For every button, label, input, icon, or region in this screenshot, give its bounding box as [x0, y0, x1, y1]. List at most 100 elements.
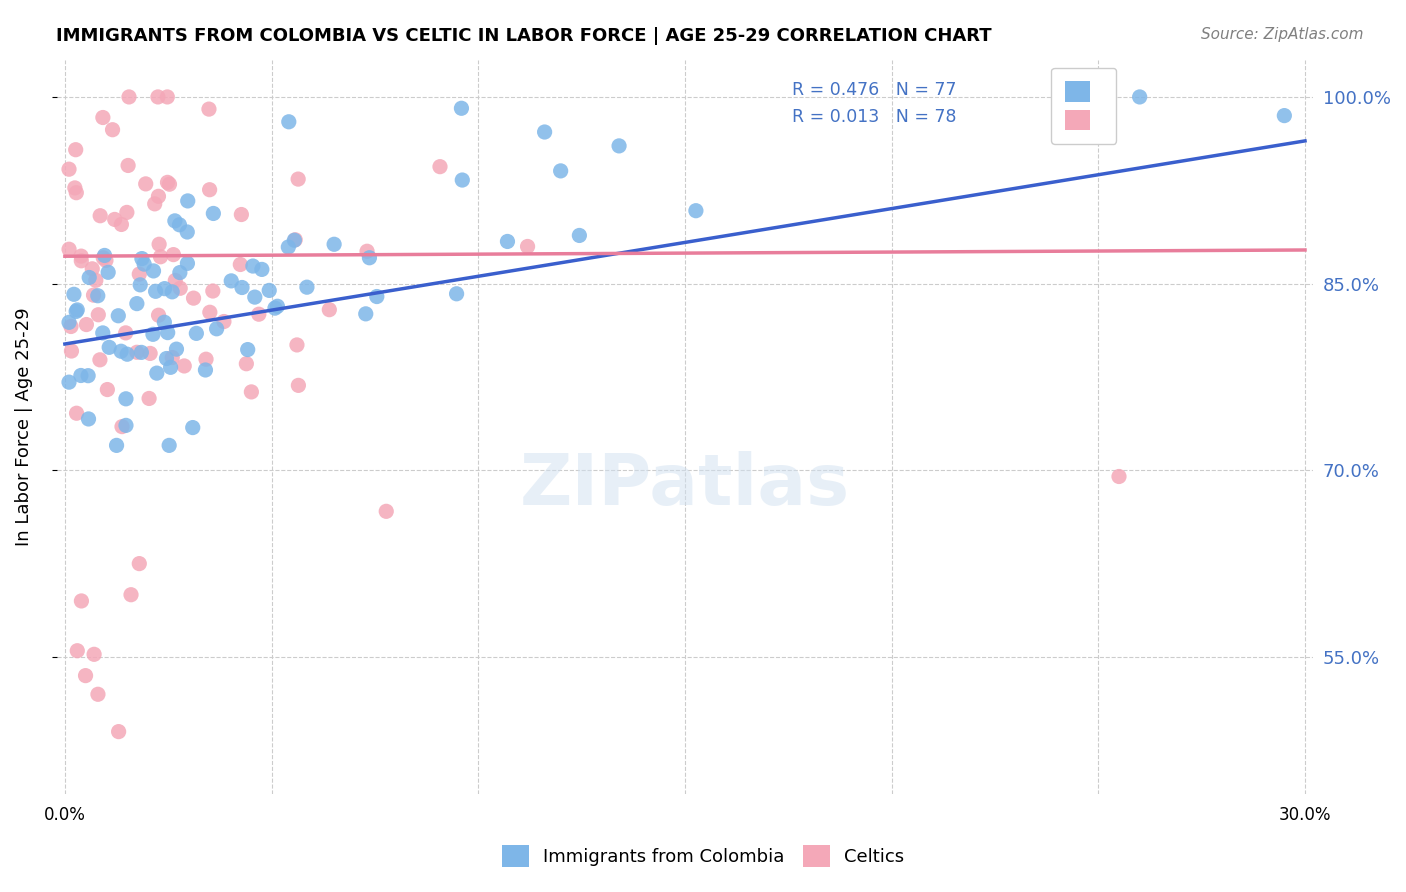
Point — [156, 175, 179, 189]
Point — [89, 209, 111, 223]
Text: R = 0.476   N = 77: R = 0.476 N = 77 — [792, 81, 956, 99]
Point — [231, 207, 253, 221]
Point — [149, 250, 172, 264]
Point — [183, 291, 205, 305]
Point — [198, 305, 221, 319]
Point — [685, 203, 707, 218]
Point — [198, 183, 221, 197]
Point — [91, 326, 114, 340]
Point — [235, 357, 257, 371]
Point — [219, 274, 242, 288]
Text: R = 0.013   N = 78: R = 0.013 N = 78 — [792, 108, 956, 126]
Point — [162, 247, 184, 261]
Point — [60, 344, 83, 359]
Point — [70, 368, 93, 383]
Point — [115, 205, 138, 219]
Point — [169, 281, 191, 295]
Point — [128, 557, 150, 571]
Point — [70, 594, 93, 608]
Point — [266, 299, 288, 313]
Point — [115, 347, 138, 361]
Point — [496, 235, 519, 249]
Point — [153, 315, 176, 329]
Point — [135, 177, 157, 191]
Point — [65, 186, 87, 200]
Point — [568, 228, 591, 243]
Point — [77, 412, 100, 426]
Point — [101, 122, 124, 136]
Point — [533, 125, 555, 139]
Point — [162, 351, 184, 365]
Point — [169, 266, 191, 280]
Point — [356, 244, 378, 259]
Point — [87, 687, 110, 701]
Point — [450, 101, 472, 115]
Point — [277, 240, 299, 254]
Point — [128, 267, 150, 281]
Point — [58, 315, 80, 329]
Point — [83, 648, 105, 662]
Point — [1108, 469, 1130, 483]
Point — [166, 342, 188, 356]
Point — [375, 504, 398, 518]
Point — [77, 270, 100, 285]
Point — [83, 288, 105, 302]
Point — [129, 277, 152, 292]
Point — [59, 319, 82, 334]
Point — [97, 265, 120, 279]
Point — [87, 289, 110, 303]
Point — [231, 280, 253, 294]
Point — [318, 302, 340, 317]
Point — [257, 284, 280, 298]
Point — [446, 286, 468, 301]
Point — [63, 181, 86, 195]
Point — [84, 273, 107, 287]
Point — [65, 143, 87, 157]
Legend: Immigrants from Colombia, Celtics: Immigrants from Colombia, Celtics — [495, 838, 911, 874]
Point — [287, 172, 309, 186]
Point — [186, 326, 208, 341]
Point — [295, 280, 318, 294]
Point — [160, 285, 183, 299]
Point — [176, 225, 198, 239]
Point — [142, 264, 165, 278]
Point — [87, 308, 110, 322]
Point — [1272, 109, 1295, 123]
Point — [75, 668, 97, 682]
Point — [138, 392, 160, 406]
Point — [131, 252, 153, 266]
Point — [98, 340, 121, 354]
Point — [111, 419, 134, 434]
Point — [148, 189, 170, 203]
Point — [264, 301, 287, 315]
Point — [242, 259, 264, 273]
Point — [157, 438, 180, 452]
Point — [354, 307, 377, 321]
Point — [176, 256, 198, 270]
Text: IMMIGRANTS FROM COLOMBIA VS CELTIC IN LABOR FORCE | AGE 25-29 CORRELATION CHART: IMMIGRANTS FROM COLOMBIA VS CELTIC IN LA… — [56, 27, 991, 45]
Point — [65, 406, 87, 420]
Point — [155, 351, 177, 366]
Text: 0.0%: 0.0% — [44, 806, 86, 824]
Point — [148, 237, 170, 252]
Point — [201, 284, 224, 298]
Point — [229, 258, 252, 272]
Point — [146, 90, 169, 104]
Point — [58, 162, 80, 177]
Point — [120, 588, 142, 602]
Point — [96, 383, 118, 397]
Point — [125, 296, 148, 310]
Point — [65, 304, 87, 318]
Point — [163, 214, 186, 228]
Text: Source: ZipAtlas.com: Source: ZipAtlas.com — [1201, 27, 1364, 42]
Point — [159, 360, 181, 375]
Legend: , : , — [1052, 68, 1116, 144]
Point — [66, 644, 89, 658]
Point — [607, 139, 630, 153]
Point — [131, 345, 153, 359]
Point — [287, 378, 309, 392]
Point — [1066, 90, 1088, 104]
Point — [145, 285, 167, 299]
Text: ZIPatlas: ZIPatlas — [520, 451, 851, 520]
Point — [115, 418, 138, 433]
